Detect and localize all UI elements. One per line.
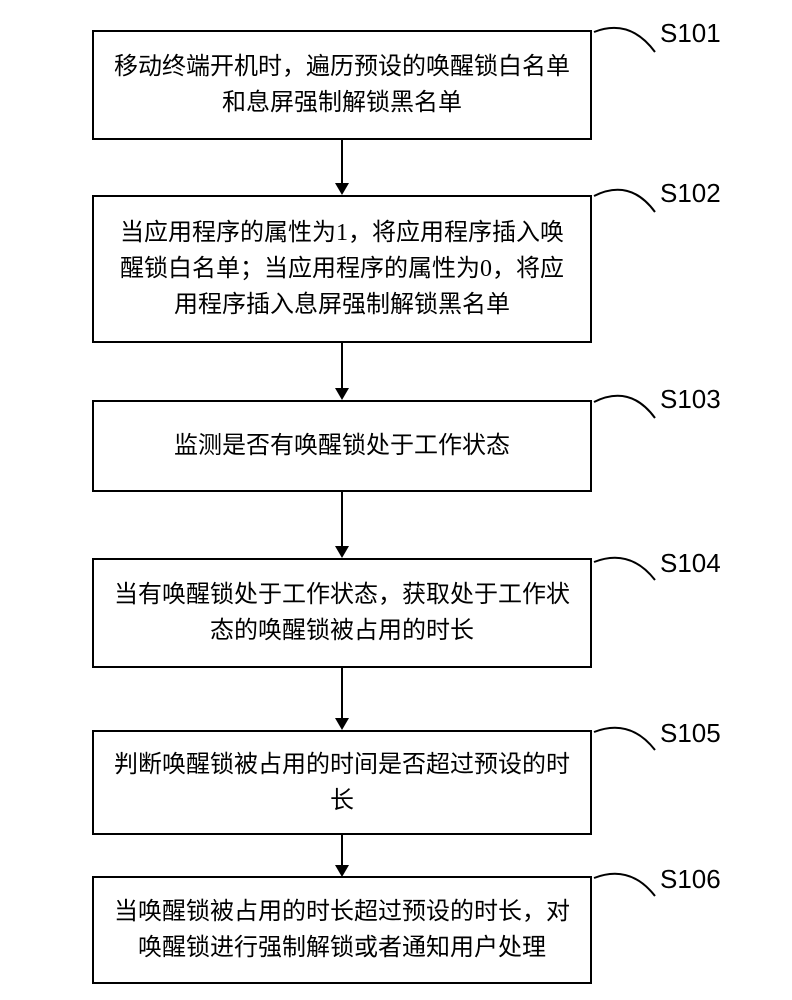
step-box-s105: 判断唤醒锁被占用的时间是否超过预设的时长	[92, 730, 592, 835]
step-box-s104: 当有唤醒锁处于工作状态，获取处于工作状态的唤醒锁被占用的时长	[92, 558, 592, 668]
callout-s101	[0, 0, 792, 1000]
step-box-s103: 监测是否有唤醒锁处于工作状态	[92, 400, 592, 492]
callout-s103	[0, 0, 792, 1000]
callout-s104	[0, 0, 792, 1000]
callout-s106	[0, 0, 792, 1000]
arrow-s101-s102	[335, 140, 349, 195]
callout-s105	[0, 0, 792, 1000]
step-box-s106: 当唤醒锁被占用的时长超过预设的时长，对唤醒锁进行强制解锁或者通知用户处理	[92, 876, 592, 984]
step-text-s101: 移动终端开机时，遍历预设的唤醒锁白名单和息屏强制解锁黑名单	[110, 49, 574, 121]
arrow-s103-s104	[335, 492, 349, 558]
step-text-s104: 当有唤醒锁处于工作状态，获取处于工作状态的唤醒锁被占用的时长	[110, 577, 574, 649]
flowchart-canvas: 移动终端开机时，遍历预设的唤醒锁白名单和息屏强制解锁黑名单 S101 当应用程序…	[0, 0, 792, 1000]
step-text-s103: 监测是否有唤醒锁处于工作状态	[174, 428, 510, 464]
step-label-s105: S105	[660, 718, 721, 749]
step-text-s106: 当唤醒锁被占用的时长超过预设的时长，对唤醒锁进行强制解锁或者通知用户处理	[110, 894, 574, 966]
step-text-s105: 判断唤醒锁被占用的时间是否超过预设的时长	[110, 747, 574, 819]
step-label-s104: S104	[660, 548, 721, 579]
step-label-s106: S106	[660, 864, 721, 895]
step-box-s101: 移动终端开机时，遍历预设的唤醒锁白名单和息屏强制解锁黑名单	[92, 30, 592, 140]
arrow-s102-s103	[335, 343, 349, 400]
step-box-s102: 当应用程序的属性为1，将应用程序插入唤醒锁白名单；当应用程序的属性为0，将应用程…	[92, 195, 592, 343]
step-label-s102: S102	[660, 178, 721, 209]
step-label-s101: S101	[660, 18, 721, 49]
step-label-s103: S103	[660, 384, 721, 415]
callout-s102	[0, 0, 792, 1000]
arrow-s104-s105	[335, 668, 349, 730]
step-text-s102: 当应用程序的属性为1，将应用程序插入唤醒锁白名单；当应用程序的属性为0，将应用程…	[110, 215, 574, 323]
arrow-s105-s106	[335, 835, 349, 877]
